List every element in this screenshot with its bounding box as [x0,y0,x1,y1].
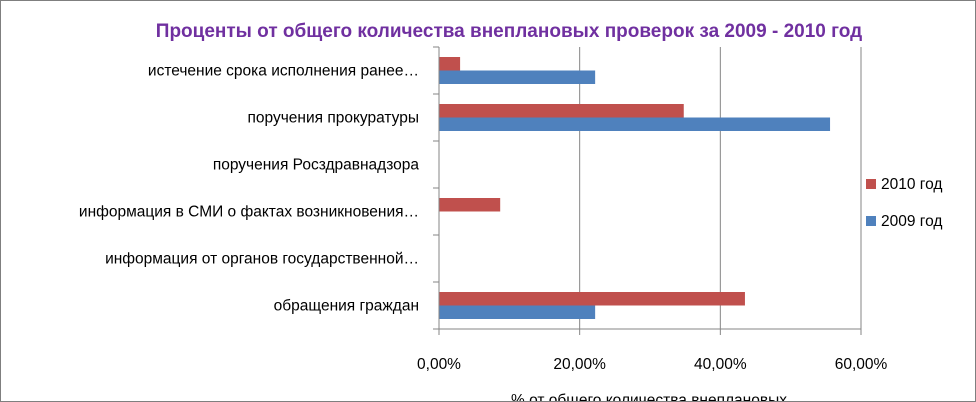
bar-2009 [439,305,596,319]
axes [433,46,862,335]
category-label: информация от органов государственной… [105,251,419,268]
bar-2009 [439,117,831,131]
bar-2010 [439,292,745,306]
category-label: информация в СМИ о фактах возникновения… [79,204,419,221]
category-label: истечение срока исполнения ранее… [148,63,419,80]
x-tick-label: 40,00% [694,356,747,373]
x-tick-labels: 0,00% 20,00% 40,00% 60,00% [417,356,887,373]
bar-2009 [439,70,596,84]
x-tick-label: 20,00% [553,356,606,373]
bars [439,57,831,319]
x-axis-label: % от общего количества внеплановых [511,392,787,401]
legend-label: 2009 год [881,213,942,230]
category-label: поручения Росздравнадзора [213,157,420,174]
x-tick-label: 60,00% [835,356,888,373]
legend: 2010 год 2009 год [866,176,942,230]
bar-2010 [439,198,501,212]
category-label: обращения граждан [274,298,419,315]
gridlines [579,47,862,329]
category-label: поручения прокуратуры [248,110,420,127]
chart-title: Проценты от общего количества внеплановы… [156,21,862,42]
legend-swatch [866,216,876,226]
bar-2010 [439,104,684,118]
legend-swatch [866,179,876,189]
bar-2010 [439,57,461,71]
legend-label: 2010 год [881,176,942,193]
category-labels: обращения граждан информация от органов г… [79,63,419,315]
x-tick-label: 0,00% [417,356,461,373]
